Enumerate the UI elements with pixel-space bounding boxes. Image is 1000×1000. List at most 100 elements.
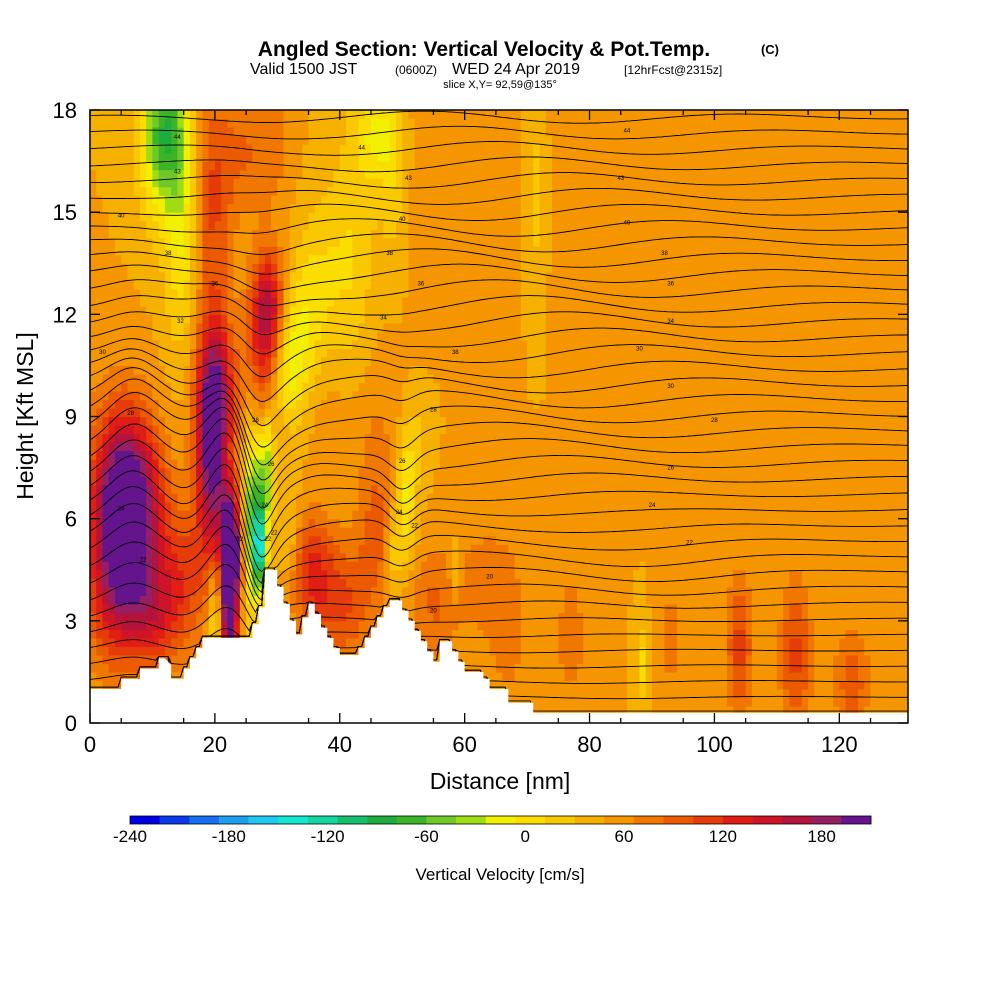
velocity-cell — [470, 535, 478, 545]
velocity-cell — [102, 322, 110, 332]
velocity-cell — [158, 229, 166, 239]
velocity-cell — [333, 127, 341, 137]
velocity-cell — [108, 254, 116, 264]
velocity-cell — [183, 212, 191, 222]
velocity-cell — [427, 237, 435, 247]
velocity-cell — [208, 186, 216, 196]
velocity-cell — [514, 552, 522, 562]
velocity-cell — [289, 450, 297, 460]
velocity-cell — [158, 271, 166, 281]
velocity-cell — [114, 510, 122, 520]
velocity-cell — [470, 501, 478, 511]
velocity-cell — [433, 612, 441, 622]
velocity-cell — [96, 629, 104, 639]
velocity-cell — [483, 314, 491, 324]
velocity-cell — [439, 203, 447, 213]
velocity-cell — [314, 339, 322, 349]
velocity-cell — [377, 305, 385, 315]
velocity-cell — [502, 118, 509, 128]
velocity-cell — [171, 297, 179, 307]
velocity-cell — [239, 365, 247, 375]
velocity-cell — [408, 356, 416, 367]
velocity-cell — [339, 416, 347, 426]
velocity-cell — [127, 135, 135, 145]
velocity-cell — [277, 382, 285, 392]
velocity-cell — [364, 331, 372, 341]
velocity-cell — [102, 339, 110, 349]
velocity-cell — [221, 416, 228, 426]
velocity-cell — [289, 288, 297, 298]
valid-date-label: WED 24 Apr 2019 — [452, 61, 580, 78]
velocity-cell — [514, 280, 522, 290]
velocity-cell — [439, 229, 447, 239]
velocity-cell — [152, 646, 160, 656]
velocity-cell — [333, 271, 341, 281]
velocity-cell — [114, 646, 122, 656]
velocity-cell — [339, 637, 347, 647]
velocity-cell — [102, 510, 110, 520]
velocity-cell — [377, 237, 385, 247]
velocity-cell — [327, 620, 335, 630]
velocity-cell — [352, 552, 360, 562]
velocity-cell — [333, 476, 341, 486]
velocity-cell — [127, 339, 135, 349]
velocity-cell — [364, 288, 372, 298]
velocity-cell — [314, 373, 322, 384]
velocity-cell — [189, 271, 197, 281]
velocity-cell — [158, 280, 166, 290]
velocity-cell — [477, 527, 484, 537]
velocity-cell — [327, 144, 335, 154]
velocity-cell — [127, 476, 135, 486]
velocity-cell — [189, 561, 197, 571]
velocity-cell — [264, 407, 272, 418]
velocity-cell — [433, 484, 441, 494]
velocity-cell — [227, 586, 235, 596]
velocity-cell — [321, 467, 328, 477]
velocity-cell — [495, 586, 503, 596]
velocity-cell — [246, 459, 253, 469]
velocity-cell — [389, 484, 397, 494]
velocity-cell — [445, 561, 453, 571]
velocity-cell — [445, 144, 453, 154]
velocity-cell — [139, 399, 147, 409]
velocity-cell — [364, 356, 372, 367]
velocity-cell — [389, 407, 397, 418]
velocity-cell — [389, 271, 397, 281]
velocity-cell — [171, 305, 179, 315]
velocity-cell — [402, 510, 410, 520]
velocity-cell — [171, 663, 179, 673]
velocity-cell — [246, 237, 253, 247]
velocity-cell — [327, 569, 335, 579]
velocity-cell — [389, 544, 397, 554]
velocity-cell — [427, 518, 435, 528]
velocity-cell — [96, 433, 104, 443]
velocity-cell — [514, 305, 522, 315]
velocity-cell — [395, 152, 403, 162]
velocity-cell — [302, 399, 310, 409]
velocity-cell — [314, 152, 322, 162]
velocity-cell — [414, 220, 422, 230]
velocity-cell — [183, 288, 191, 298]
velocity-cell — [470, 263, 478, 273]
velocity-cell — [189, 518, 197, 528]
velocity-cell — [296, 263, 303, 273]
velocity-cell — [364, 127, 372, 137]
velocity-cell — [302, 569, 310, 579]
velocity-cell — [108, 280, 116, 290]
velocity-cell — [408, 493, 416, 503]
velocity-cell — [296, 510, 303, 520]
velocity-cell — [158, 314, 166, 324]
velocity-cell — [427, 127, 435, 137]
velocity-cell — [445, 297, 453, 307]
velocity-cell — [146, 501, 154, 511]
forecast-label: [12hrFcst@2315z] — [624, 63, 722, 77]
velocity-cell — [146, 476, 154, 486]
velocity-cell — [264, 493, 272, 503]
velocity-cell — [96, 552, 104, 562]
velocity-cell — [302, 263, 310, 273]
velocity-cell — [221, 493, 228, 503]
velocity-cell — [408, 425, 416, 435]
velocity-cell — [408, 178, 416, 188]
velocity-cell — [433, 629, 441, 639]
velocity-cell — [221, 322, 228, 332]
